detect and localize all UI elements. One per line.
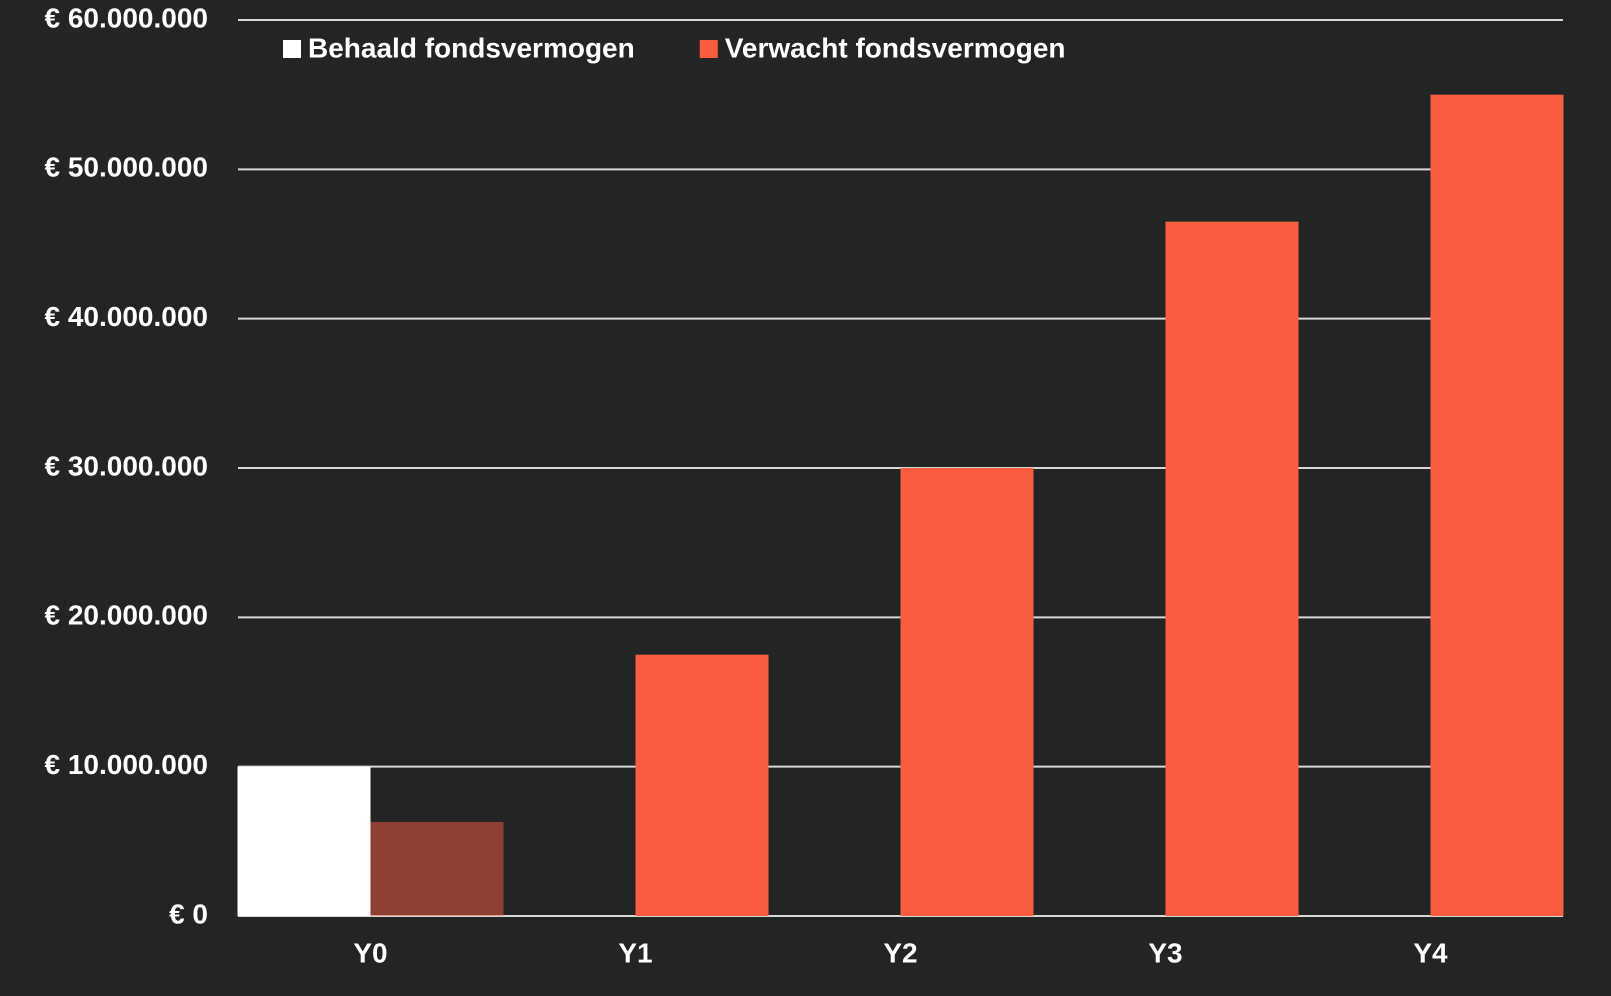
- legend-label: Behaald fondsvermogen: [308, 32, 635, 63]
- legend-swatch: [283, 40, 301, 58]
- y-tick-label: € 60.000.000: [45, 2, 209, 33]
- y-tick-label: € 50.000.000: [45, 152, 209, 183]
- bar: [237, 766, 371, 916]
- bar: [1165, 221, 1299, 917]
- bar: [1430, 94, 1564, 916]
- bar: [900, 468, 1034, 916]
- bar: [635, 654, 769, 916]
- x-tick-label: Y3: [1148, 937, 1182, 968]
- y-tick-label: € 30.000.000: [45, 450, 209, 481]
- legend-swatch: [699, 40, 718, 58]
- x-tick-label: Y1: [618, 937, 652, 968]
- y-tick-label: € 0: [169, 898, 208, 929]
- y-tick-label: € 20.000.000: [45, 600, 209, 631]
- legend-label: Verwacht fondsvermogen: [725, 32, 1066, 63]
- bar: [370, 821, 504, 916]
- x-tick-label: Y0: [353, 937, 387, 968]
- x-tick-label: Y2: [883, 937, 917, 968]
- y-tick-label: € 40.000.000: [45, 301, 209, 332]
- x-tick-label: Y4: [1413, 937, 1448, 968]
- y-tick-label: € 10.000.000: [45, 749, 209, 780]
